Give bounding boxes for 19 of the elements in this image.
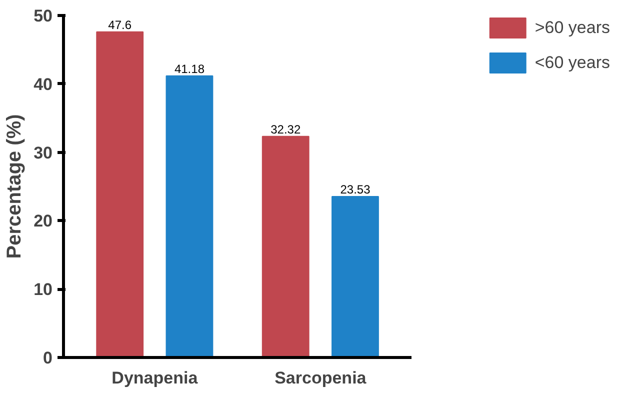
data-label: 23.53 (340, 182, 371, 197)
y-axis-title: Percentage (%) (4, 114, 26, 259)
data-label: 47.6 (108, 18, 132, 32)
y-tick-label: 40 (34, 74, 53, 94)
y-tick-label: 0 (43, 348, 53, 368)
data-label: 41.18 (174, 62, 205, 76)
legend-label: <60 years (534, 52, 610, 72)
legend-label: >60 years (534, 18, 610, 38)
bar (96, 31, 144, 358)
y-tick-label: 30 (34, 143, 53, 162)
data-label: 32.32 (270, 122, 301, 136)
x-tick-label: Sarcopenia (274, 368, 367, 388)
bar (166, 75, 214, 358)
y-tick-label: 50 (34, 6, 53, 26)
y-tick-label: 10 (34, 280, 53, 300)
bar (262, 136, 310, 358)
y-tick-label: 20 (34, 212, 53, 231)
x-tick-label: Dynapenia (112, 368, 198, 388)
bar (332, 196, 379, 358)
